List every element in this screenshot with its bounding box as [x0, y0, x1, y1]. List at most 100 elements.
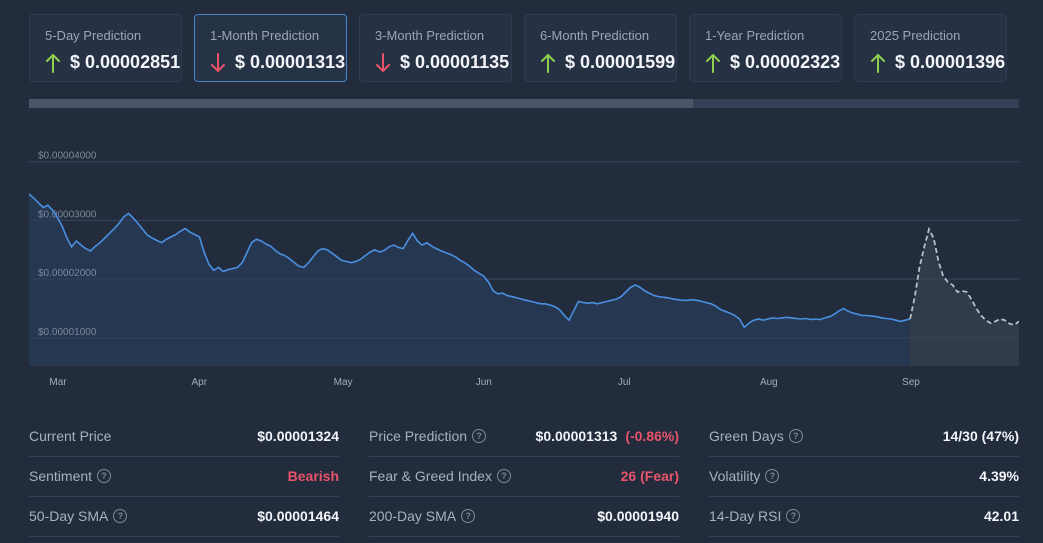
stat-value: 14/30 (47%) [943, 428, 1019, 444]
prediction-card-value-row: $ 0.00001599 [540, 52, 675, 73]
x-tick-label: Jul [618, 377, 631, 388]
arrow-down-icon [376, 52, 390, 72]
stat-value-text: 4.39% [979, 468, 1019, 484]
prediction-card-3[interactable]: 6-Month Prediction $ 0.00001599 [524, 14, 677, 82]
stat-row: Volatility? 4.39% [709, 457, 1019, 497]
help-icon[interactable]: ? [113, 509, 128, 523]
x-tick-label: Mar [49, 377, 67, 388]
stat-row: Price Prediction? $0.00001313 (-0.86%) [369, 417, 679, 457]
prediction-card-value-row: $ 0.00001135 [375, 52, 509, 73]
help-icon[interactable]: ? [496, 469, 511, 483]
stat-label: Green Days? [709, 428, 803, 444]
help-icon[interactable]: ? [472, 429, 487, 443]
help-icon[interactable]: ? [788, 429, 803, 443]
arrow-up-icon [541, 53, 555, 73]
stat-label: Sentiment? [29, 468, 112, 484]
price-chart-svg: $0.00004000 $0.00003000 $0.00002000 $0.0000… [29, 140, 1019, 388]
stat-label: 14-Day RSI? [709, 508, 801, 524]
stats-table: Current Price $0.00001324 Sentiment? Bearis… [29, 417, 1019, 543]
prediction-card-value-row: $ 0.00002323 [705, 52, 840, 73]
help-icon[interactable]: ? [461, 509, 476, 523]
prediction-card-label: 3-Month Prediction [375, 28, 485, 43]
x-tick-label: May [334, 377, 353, 388]
prediction-card-0[interactable]: 5-Day Prediction $ 0.00002851 [29, 14, 182, 82]
prediction-card-2[interactable]: 3-Month Prediction $ 0.00001135 [359, 14, 512, 82]
stat-row: Sentiment? Bearish [29, 457, 339, 497]
prediction-card-label: 6-Month Prediction [540, 28, 650, 43]
arrow-up-icon [46, 53, 60, 73]
prediction-card-label: 1-Year Prediction [705, 28, 805, 43]
stats-column-2: Green Days? 14/30 (47%) Volatility? 4.39% 14… [709, 417, 1019, 537]
stat-value-text: 26 (Fear) [620, 468, 679, 484]
stat-value-text: $0.00001324 [257, 428, 339, 444]
stat-label-text: Current Price [29, 428, 112, 444]
stat-value-text: $0.00001464 [257, 508, 339, 524]
stat-row: 50-Day SMA? $0.00001464 [29, 497, 339, 537]
stat-label-text: 200-Day SMA [369, 508, 457, 524]
prediction-card-label: 1-Month Prediction [210, 28, 320, 43]
stat-label: 50-Day SMA? [29, 508, 128, 524]
stat-value: $0.00001313 (-0.86%) [536, 428, 679, 444]
scrollbar-thumb[interactable] [29, 99, 693, 108]
prediction-card-label: 2025 Prediction [870, 28, 961, 43]
stat-value-text: Bearish [287, 468, 339, 484]
arrow-down-icon [211, 52, 225, 72]
stat-label-text: Sentiment [29, 468, 93, 484]
stat-label: 200-Day SMA? [369, 508, 476, 524]
stat-value: 42.01 [984, 508, 1019, 524]
stat-label-text: 50-Day SMA [29, 508, 109, 524]
stat-row: 200-Day SMA? $0.00001940 [369, 497, 679, 537]
price-forecast-line [909, 226, 1019, 326]
price-history-line [29, 193, 911, 329]
stat-value: $0.00001464 [257, 508, 339, 524]
history-area [29, 194, 911, 366]
stat-value: $0.00001940 [597, 508, 679, 524]
stat-label-text: Green Days [709, 428, 784, 444]
stat-value: 26 (Fear) [621, 468, 679, 484]
y-tick-label: $0.00004000 [38, 151, 97, 162]
prediction-card-value: $ 0.00001313 [235, 52, 346, 72]
stat-value-text: 14/30 (47%) [942, 428, 1019, 444]
cards-scrollbar[interactable] [29, 99, 1019, 108]
help-icon[interactable]: ? [765, 469, 780, 483]
stat-row: Fear & Greed Index? 26 (Fear) [369, 457, 679, 497]
stat-label-text: Fear & Greed Index [369, 468, 492, 484]
stat-label-text: 14-Day RSI [709, 508, 782, 524]
prediction-card-value: $ 0.00001135 [400, 52, 510, 72]
prediction-card-5[interactable]: 2025 Prediction $ 0.00001396 [854, 14, 1007, 82]
x-tick-label: Apr [192, 377, 208, 388]
arrow-up-icon [871, 53, 885, 73]
help-icon[interactable]: ? [786, 509, 801, 523]
stat-label: Current Price [29, 428, 111, 444]
y-tick-label: $0.00002000 [38, 268, 97, 279]
prediction-card-label: 5-Day Prediction [45, 28, 142, 43]
arrow-up-icon [706, 53, 720, 73]
y-tick-label: $0.00001000 [38, 327, 97, 338]
prediction-card-value: $ 0.00001599 [565, 52, 676, 72]
price-chart: $0.00004000 $0.00003000 $0.00002000 $0.0000… [29, 140, 1019, 395]
stat-row: Current Price $0.00001324 [29, 417, 339, 457]
stats-column-0: Current Price $0.00001324 Sentiment? Bearis… [29, 417, 339, 537]
stat-value-text: $0.00001313 [535, 428, 618, 444]
stat-label: Fear & Greed Index? [369, 468, 511, 484]
stat-value: $0.00001324 [257, 428, 339, 444]
stat-row: Green Days? 14/30 (47%) [709, 417, 1019, 457]
stat-value: Bearish [288, 468, 339, 484]
x-tick-label: Sep [902, 377, 920, 388]
stat-label: Volatility? [709, 468, 780, 484]
prediction-card-1[interactable]: 1-Month Prediction $ 0.00001313 [194, 14, 347, 82]
stat-row: 14-Day RSI? 42.01 [709, 497, 1019, 537]
prediction-card-4[interactable]: 1-Year Prediction $ 0.00002323 [689, 14, 842, 82]
x-tick-label: Aug [760, 377, 778, 388]
forecast-area [910, 229, 1019, 366]
prediction-cards: 5-Day Prediction $ 0.00002851 1-Month Pred… [29, 14, 1019, 84]
prediction-card-value-row: $ 0.00001313 [210, 52, 345, 73]
stats-column-1: Price Prediction? $0.00001313 (-0.86%) Fear… [369, 417, 679, 537]
stat-label-text: Volatility [709, 468, 761, 484]
stat-value: 4.39% [979, 468, 1019, 484]
help-icon[interactable]: ? [97, 469, 112, 483]
stat-label: Price Prediction? [369, 428, 487, 444]
y-tick-label: $0.00003000 [38, 209, 97, 220]
stat-value-text: $0.00001940 [597, 508, 679, 524]
prediction-card-value-row: $ 0.00001396 [870, 52, 1005, 73]
